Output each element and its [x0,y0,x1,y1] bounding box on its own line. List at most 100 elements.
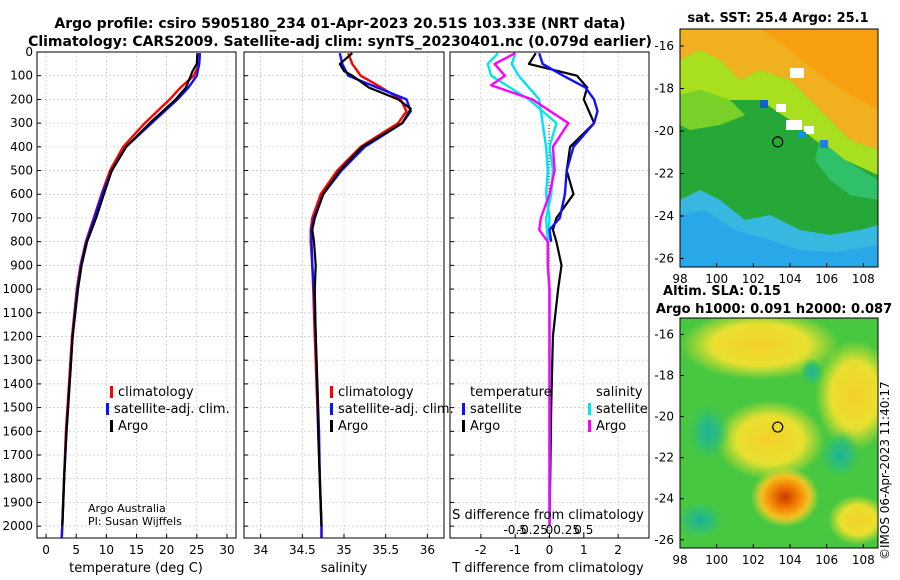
map-lon-label: 102 [742,272,765,286]
difference-xlabel: T difference from climatology [451,561,644,576]
salinity-ticks: 34 34.5 35 35.5 36 [244,51,435,557]
map-lon-label: 108 [852,553,875,567]
header-title-line1: Argo profile: csiro 5905180_234 01-Apr-2… [54,16,625,32]
depth-tick-label: 800 [10,235,33,249]
argo-location-marker [772,136,784,148]
temperature-lines [60,53,201,539]
sla-map-image [680,318,878,548]
map-lat-label: -16 [654,327,674,341]
copyright-stamp: ©IMOS 06-Apr-2023 11:40:17 [878,381,892,560]
depth-tick-label: 1900 [2,495,33,509]
map-lon-label: 98 [672,553,687,567]
x-tick-label: 30 [219,543,234,557]
sst-map-title: sat. SST: 25.4 Argo: 25.1 [687,11,868,26]
legend-label-argo: Argo [338,419,368,434]
header-title-line2: Climatology: CARS2009. Satellite-adj cli… [28,34,652,50]
credit-line1: Argo Australia [88,502,166,515]
map-lat-label: -20 [654,124,674,138]
x-tick-label: 2 [614,543,622,557]
depth-tick-label: 1500 [2,401,33,415]
series-line-climatology [60,53,201,539]
salinity-legend: climatology satellite-adj. clim. Argo [330,385,454,434]
x-tick-label: -2 [475,543,487,557]
map-lon-label: 102 [742,553,765,567]
depth-tick-label: 500 [10,164,33,178]
argo-location-marker [772,421,784,433]
x-tick-label: -1 [509,543,521,557]
sla-map-title-line1: Altim. SLA: 0.15 [663,284,781,299]
x-tick-label: 15 [129,543,144,557]
depth-tick-label: 1000 [2,282,33,296]
x-tick-label-top: 0.5 [574,523,593,537]
legend-swatch-argo [330,420,333,432]
legend-swatch-climatology [110,386,113,398]
sla-map-frame [679,317,879,549]
depth-tick-label: 1600 [2,424,33,438]
map-lon-label: 104 [779,272,802,286]
difference-legend: temperature satellite Argo salinity sate… [462,385,648,434]
difference-xlabel-top: S difference from climatology [452,508,644,523]
legend-label-argo: Argo [118,419,148,434]
depth-tick-label: 1400 [2,377,33,391]
x-tick-label-top: 0 [546,523,554,537]
difference-panel: -2 -1 0 1 2-0.5-0.250 0.250.5 S difference fr… [449,51,650,576]
x-tick-label-top: -0.5 [503,523,526,537]
sst-map-frame [679,28,879,268]
x-tick-label-top: -0.25 [517,523,548,537]
x-tick-label: 0 [42,543,50,557]
legend-swatch-t-satellite [462,403,465,415]
legend-swatch-satellite [106,403,109,415]
sla-map-panel: Altim. SLA: 0.15 Argo h1000: 0.091 h2000… [654,284,892,567]
x-tick-label: 5 [72,543,80,557]
x-tick-label: 34.5 [289,543,316,557]
x-tick-label: 35 [336,543,351,557]
map-lon-label: 106 [815,272,838,286]
difference-lines [486,52,599,527]
salinity-panel: 34 34.5 35 35.5 36 salinity climatology sate… [243,51,454,576]
map-lat-label: -24 [654,492,674,506]
temperature-ticks: 0100200300400500600700800900100011001200… [2,45,234,557]
depth-tick-label: 1100 [2,306,33,320]
map-lon-label: 108 [852,272,875,286]
map-lat-label: -16 [654,39,674,53]
depth-tick-label: 200 [10,92,33,106]
series-line-argo [61,53,199,527]
map-lat-label: -18 [654,369,674,383]
legend-swatch-s-satellite [588,403,591,415]
x-tick-label: 20 [159,543,174,557]
depth-tick-label: 1800 [2,472,33,486]
series-line-s-argo [490,52,570,527]
x-tick-label: 36 [420,543,435,557]
legend-label-s-satellite: satellite [596,402,648,417]
x-tick-label: 10 [99,543,114,557]
temperature-grid [37,51,236,538]
legend-label-s-argo: Argo [596,419,626,434]
depth-tick-label: 600 [10,187,33,201]
temperature-panel: 0100200300400500600700800900100011001200… [2,45,237,576]
legend-label-climatology: climatology [338,385,414,400]
map-lat-label: -20 [654,410,674,424]
legend-label-t-satellite: satellite [470,402,522,417]
map-lon-label: 100 [705,272,728,286]
depth-tick-label: 100 [10,69,33,83]
legend-swatch-s-argo [588,420,591,432]
credit-line2: PI: Susan Wijffels [88,515,182,528]
map-lat-label: -22 [654,167,674,181]
map-lat-label: -24 [654,209,674,223]
map-lat-label: -26 [654,252,674,266]
legend-label-t-argo: Argo [470,419,500,434]
salinity-xlabel: salinity [321,561,368,576]
map-lat-label: -26 [654,533,674,547]
legend-swatch-climatology [330,386,333,398]
temperature-legend: climatology satellite-adj. clim. Argo [106,385,230,434]
sst-map-ticks: 98 100 102 104 106 108 -16 -18 -20 -22 -24 -26 [654,39,874,286]
x-tick-label: 35.5 [372,543,399,557]
depth-tick-label: 0 [25,45,33,59]
series-line-t-argo [527,52,596,527]
x-tick-label-top: 0.25 [553,523,580,537]
salinity-grid [244,51,444,538]
map-lon-label: 104 [779,553,802,567]
legend-label-climatology: climatology [118,385,194,400]
series-line-s-argo-2 [538,52,599,242]
